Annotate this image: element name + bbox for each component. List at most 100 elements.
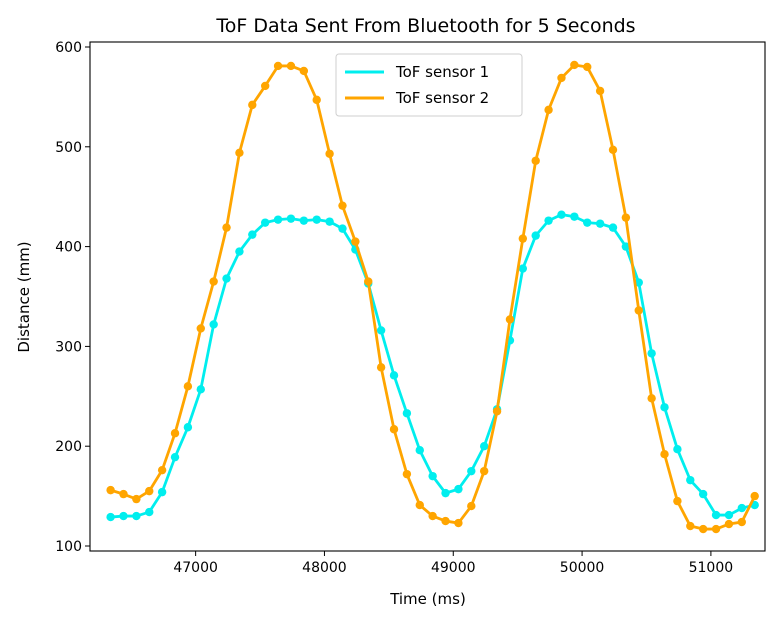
legend: ToF sensor 1 ToF sensor 2 (335, 53, 523, 117)
point-tof-sensor-1-9 (222, 274, 231, 283)
point-tof-sensor-2-16 (312, 95, 321, 105)
point-tof-sensor-2-47 (711, 524, 721, 534)
point-tof-sensor-1-5 (170, 452, 180, 462)
point-tof-sensor-2-20 (364, 277, 373, 286)
point-tof-sensor-1-34 (544, 216, 553, 225)
point-tof-sensor-1-41 (634, 278, 643, 287)
point-tof-sensor-2-9 (222, 223, 231, 232)
point-tof-sensor-1-25 (428, 471, 437, 481)
point-tof-sensor-2-28 (467, 501, 476, 511)
point-tof-sensor-1-35 (557, 210, 566, 219)
point-tof-sensor-2-0 (106, 485, 115, 495)
y-tick-label-300: 300 (55, 339, 82, 355)
x-tick-label-48000: 48000 (302, 560, 347, 576)
point-tof-sensor-1-29 (479, 442, 489, 451)
point-tof-sensor-2-32 (518, 234, 528, 243)
point-tof-sensor-1-40 (621, 242, 631, 251)
y-tick-label-600: 600 (55, 40, 82, 56)
point-tof-sensor-1-33 (531, 231, 540, 240)
point-tof-sensor-2-24 (415, 500, 424, 510)
point-tof-sensor-2-6 (183, 382, 193, 391)
point-tof-sensor-2-14 (286, 61, 296, 71)
point-tof-sensor-1-6 (183, 423, 193, 432)
point-tof-sensor-1-28 (467, 466, 476, 476)
point-tof-sensor-2-43 (660, 449, 669, 459)
point-tof-sensor-2-3 (145, 486, 154, 496)
point-tof-sensor-1-3 (145, 507, 154, 517)
point-tof-sensor-2-45 (686, 521, 695, 531)
point-tof-sensor-1-24 (415, 445, 424, 455)
point-tof-sensor-2-29 (479, 466, 489, 476)
point-tof-sensor-1-0 (106, 512, 115, 522)
point-tof-sensor-2-22 (389, 425, 399, 434)
point-tof-sensor-2-48 (724, 519, 734, 529)
plot-frame (89, 41, 766, 552)
point-tof-sensor-1-47 (711, 510, 721, 520)
legend-label-tof-sensor-1: ToF sensor 1 (395, 63, 489, 81)
point-tof-sensor-1-1 (119, 511, 128, 521)
y-tick-label-200: 200 (55, 439, 82, 455)
point-tof-sensor-2-19 (351, 237, 360, 246)
point-tof-sensor-2-15 (299, 66, 309, 76)
point-tof-sensor-1-39 (608, 223, 618, 232)
point-tof-sensor-2-12 (260, 81, 270, 91)
x-tick-label-51000: 51000 (689, 560, 734, 576)
point-tof-sensor-1-23 (402, 409, 412, 418)
y-tick-label-100: 100 (55, 539, 82, 555)
point-tof-sensor-1-42 (647, 349, 656, 358)
point-tof-sensor-2-36 (570, 60, 579, 70)
point-tof-sensor-2-38 (595, 86, 605, 96)
point-tof-sensor-2-33 (531, 156, 540, 165)
y-tick-label-500: 500 (55, 140, 82, 156)
point-tof-sensor-2-35 (557, 73, 566, 83)
legend-label-tof-sensor-2: ToF sensor 2 (395, 89, 489, 107)
point-tof-sensor-1-14 (286, 214, 296, 223)
point-tof-sensor-2-7 (196, 324, 205, 333)
point-tof-sensor-2-41 (634, 306, 643, 315)
point-tof-sensor-1-22 (389, 371, 399, 380)
point-tof-sensor-2-34 (544, 105, 553, 115)
series-layer (106, 60, 759, 534)
point-tof-sensor-1-7 (196, 385, 205, 394)
point-tof-sensor-1-37 (583, 218, 592, 227)
point-tof-sensor-2-27 (454, 518, 463, 528)
point-tof-sensor-2-37 (583, 62, 592, 72)
point-tof-sensor-2-18 (338, 201, 347, 210)
point-tof-sensor-1-13 (273, 215, 283, 224)
point-tof-sensor-1-15 (299, 216, 309, 225)
point-tof-sensor-1-45 (686, 475, 695, 485)
point-tof-sensor-2-46 (698, 524, 708, 534)
point-tof-sensor-1-44 (673, 445, 682, 454)
point-tof-sensor-1-36 (570, 212, 579, 221)
point-tof-sensor-2-11 (248, 100, 257, 110)
legend-box (335, 53, 523, 117)
y-axis-ticks: 100 200 300 400 500 600 (55, 40, 90, 555)
y-tick-label-400: 400 (55, 240, 82, 256)
point-tof-sensor-1-38 (595, 219, 605, 228)
point-tof-sensor-2-17 (325, 149, 334, 158)
x-axis-ticks: 47000 48000 49000 50000 51000 (173, 551, 733, 576)
point-tof-sensor-1-2 (132, 511, 141, 521)
point-tof-sensor-2-8 (209, 277, 218, 286)
point-tof-sensor-1-17 (325, 217, 334, 226)
point-tof-sensor-2-49 (737, 517, 747, 527)
point-tof-sensor-2-21 (376, 363, 386, 372)
point-tof-sensor-2-39 (608, 145, 618, 154)
point-tof-sensor-2-2 (132, 494, 141, 504)
point-tof-sensor-1-49 (737, 503, 747, 513)
point-tof-sensor-2-5 (170, 429, 180, 438)
point-tof-sensor-2-10 (235, 148, 244, 157)
point-tof-sensor-1-4 (157, 487, 167, 497)
point-tof-sensor-1-26 (441, 488, 450, 498)
point-tof-sensor-1-43 (660, 403, 669, 412)
x-tick-label-49000: 49000 (431, 560, 476, 576)
point-tof-sensor-1-46 (698, 489, 708, 499)
point-tof-sensor-2-40 (621, 213, 631, 222)
point-tof-sensor-2-25 (428, 511, 437, 521)
point-tof-sensor-2-50 (750, 491, 759, 501)
x-tick-label-47000: 47000 (173, 560, 218, 576)
point-tof-sensor-2-23 (402, 469, 412, 479)
point-tof-sensor-1-11 (248, 230, 257, 239)
